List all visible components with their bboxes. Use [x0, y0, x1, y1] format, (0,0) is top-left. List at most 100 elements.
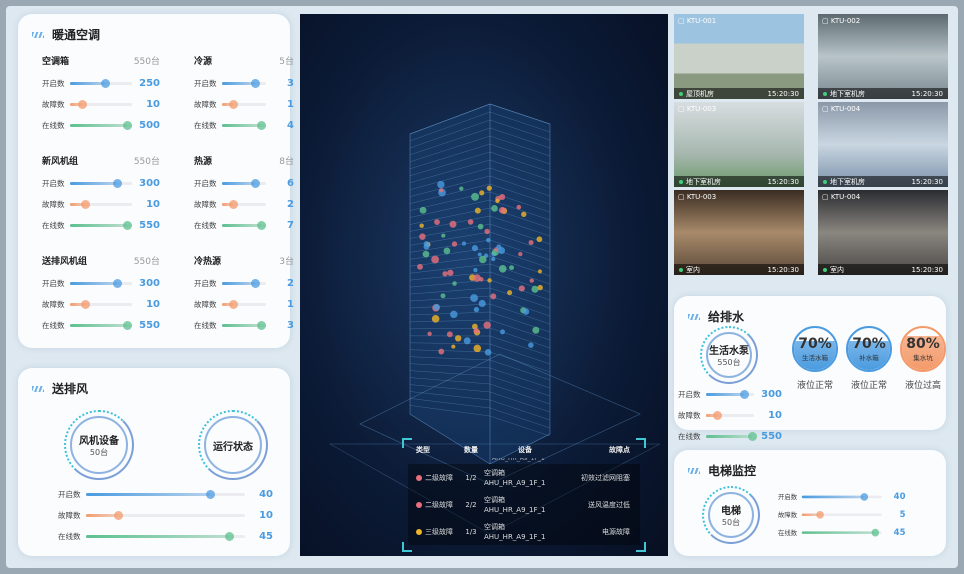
- sensor-point: [518, 285, 525, 292]
- header-type: 类型: [416, 446, 430, 454]
- camera-feed[interactable]: ▢ KTU-002 地下室机房 15:20:30: [818, 14, 948, 99]
- sensor-point: [467, 219, 474, 225]
- fault-row[interactable]: 三级故障 1/3 空调箱 AHU_HR_A9_1F_1 电源故障: [408, 518, 640, 545]
- stat-value: 10: [146, 299, 160, 310]
- camera-icon: ▢: [678, 105, 687, 113]
- stat-slider: [86, 490, 245, 499]
- sensor-point: [449, 220, 457, 228]
- stat-label: 故障数: [194, 300, 217, 309]
- camera-feed[interactable]: ▢ KTU-004 室内 15:20:30: [818, 190, 948, 275]
- sensor-point: [461, 241, 467, 246]
- ring-label: 电梯: [721, 506, 741, 517]
- sensor-point: [473, 327, 480, 334]
- hvac-group: 新风机组 550台 开启数 300 故障数 10 在线数 550: [42, 154, 160, 236]
- fault-count: 2/2: [465, 500, 477, 509]
- group-name: 热源: [194, 157, 213, 167]
- stat-value: 1: [287, 99, 294, 110]
- stat-row: 故障数 10: [678, 405, 782, 426]
- stat-label: 故障数: [42, 200, 65, 209]
- stat-row: 故障数 10: [42, 194, 160, 215]
- sensor-point: [427, 331, 432, 336]
- sensor-point: [479, 255, 487, 264]
- stat-row: 故障数 1: [194, 294, 294, 315]
- camera-id: KTU-001: [686, 17, 717, 25]
- stat-row: 开启数 6: [194, 173, 294, 194]
- stat-value: 3: [287, 78, 294, 89]
- stat-value: 300: [761, 389, 782, 400]
- stat-slider: [222, 279, 266, 288]
- online-dot-icon: [679, 179, 683, 184]
- camera-feed[interactable]: ▢ KTU-004 地下室机房 15:20:30: [818, 102, 948, 187]
- stat-value: 2: [287, 199, 294, 210]
- tank-percent: 80%: [906, 336, 940, 352]
- stat-label: 故障数: [194, 100, 217, 109]
- camera-feed[interactable]: ▢ KTU-003 室内 15:20:30: [674, 190, 804, 275]
- sensor-point: [419, 223, 424, 228]
- sensor-point: [483, 321, 491, 329]
- sensor-point: [423, 241, 430, 247]
- sensor-point: [419, 233, 426, 240]
- fault-row[interactable]: 二级故障 2/2 空调箱 AHU_HR_A9_1F_1 送风温度过低: [408, 491, 640, 518]
- sensor-point: [438, 348, 445, 355]
- stat-label: 开启数: [42, 179, 65, 188]
- sensor-point: [443, 247, 451, 255]
- stat-slider: [70, 221, 133, 230]
- stat-value: 2: [287, 278, 294, 289]
- stat-label: 故障数: [678, 411, 701, 420]
- stat-value: 40: [893, 492, 906, 502]
- camera-feed[interactable]: ▢ KTU-001 屋顶机房 15:20:30: [674, 14, 804, 99]
- stat-value: 300: [139, 178, 160, 189]
- sensor-point: [500, 329, 505, 335]
- severity-dot-icon: [416, 528, 422, 535]
- stat-value: 550: [761, 431, 782, 442]
- stat-row: 开启数 40: [58, 484, 273, 505]
- elevator-title: 电梯监控: [708, 464, 757, 478]
- group-total: 5台: [279, 57, 294, 67]
- camera-icon: ▢: [678, 17, 687, 25]
- sensor-point: [434, 219, 440, 225]
- sensor-point: [473, 306, 480, 313]
- tank-status: 液位正常: [796, 381, 833, 391]
- stat-row: 故障数 1: [194, 94, 294, 115]
- sensor-point: [463, 337, 471, 345]
- sensor-point: [516, 204, 522, 210]
- sensor-point: [474, 207, 481, 214]
- tank-status: 液位正常: [850, 381, 887, 391]
- group-total: 8台: [279, 157, 294, 167]
- sensor-point: [499, 206, 506, 214]
- fault-device: 空调箱: [484, 468, 505, 477]
- stat-label: 开启数: [42, 279, 65, 288]
- stat-label: 开启数: [778, 493, 798, 501]
- online-dot-icon: [679, 91, 683, 96]
- stat-slider: [222, 321, 266, 330]
- stat-row: 开启数 3: [194, 73, 294, 94]
- title-decoration-icon: [688, 467, 700, 474]
- clipped-row: AHU_HR_A9_1F_1: [492, 458, 545, 462]
- sensor-point: [470, 294, 478, 302]
- fault-device: 空调箱: [484, 495, 505, 504]
- stat-value: 6: [287, 178, 294, 189]
- stat-value: 5: [899, 510, 906, 520]
- stat-label: 故障数: [58, 511, 81, 520]
- building-3d-view[interactable]: 类型 数量 设备 故障点 AHU_HR_A9_1F_1 二级故障 1/2 空调箱 AH…: [300, 14, 668, 556]
- fault-row[interactable]: 二级故障 1/2 空调箱 AHU_HR_A9_1F_1 初效过滤网阻塞: [408, 464, 640, 491]
- fault-point: 送风温度过低: [588, 500, 630, 509]
- camera-location: 室内: [686, 265, 700, 274]
- fault-device-code: AHU_HR_A9_1F_1: [484, 532, 546, 541]
- stat-slider: [222, 121, 266, 130]
- sensor-point: [491, 205, 498, 212]
- stat-slider: [801, 528, 882, 537]
- sensor-point: [507, 290, 513, 296]
- stat-slider: [222, 100, 266, 109]
- dashboard: 暖通空调 空调箱 550台 开启数 250 故障数 10 在线数 500 冷源 5台 开启数 3 故障数…: [6, 6, 958, 568]
- fault-point: 初效过滤网阻塞: [581, 473, 630, 482]
- camera-location: 地下室机房: [830, 89, 865, 98]
- tank-percent: 70%: [798, 336, 832, 352]
- stat-slider: [70, 279, 132, 288]
- camera-feed[interactable]: ▢ KTU-003 地下室机房 15:20:30: [674, 102, 804, 187]
- sensor-point: [451, 344, 456, 349]
- tank-percent: 70%: [852, 336, 886, 352]
- online-dot-icon: [679, 267, 683, 272]
- stat-label: 在线数: [194, 221, 217, 230]
- stat-label: 故障数: [778, 510, 798, 519]
